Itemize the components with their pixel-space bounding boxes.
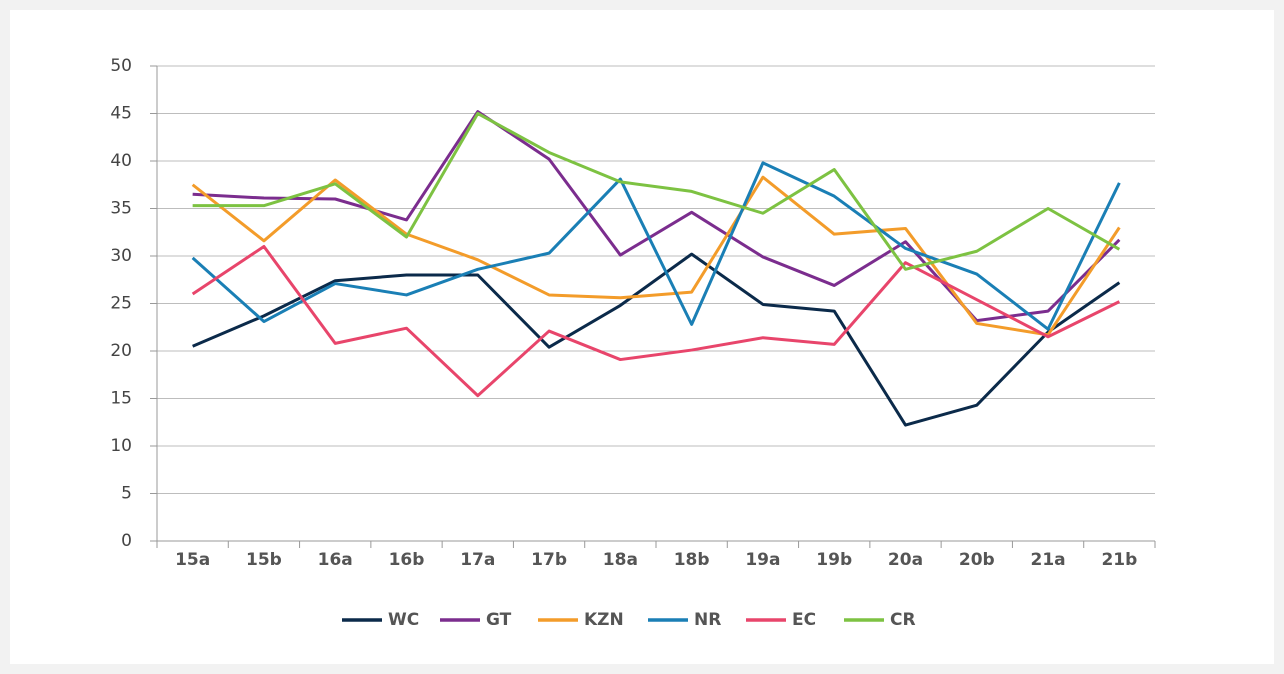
- y-tick-label: 45: [110, 104, 132, 124]
- y-tick-label: 50: [110, 56, 132, 76]
- legend-label: WC: [388, 610, 419, 630]
- x-tick-label: 17a: [460, 550, 495, 570]
- y-tick-label: 5: [121, 484, 132, 504]
- y-tick-label: 40: [110, 151, 132, 171]
- y-tick-label: 20: [110, 341, 132, 361]
- y-tick-label: 25: [110, 294, 132, 314]
- x-tick-label: 20b: [959, 550, 995, 570]
- x-tick-label: 21a: [1031, 550, 1066, 570]
- y-tick-label: 35: [110, 199, 132, 219]
- x-tick-label: 16a: [318, 550, 353, 570]
- y-tick-label: 0: [121, 531, 132, 551]
- x-tick-label: 17b: [531, 550, 567, 570]
- legend-label: CR: [890, 610, 916, 630]
- legend-label: EC: [792, 610, 816, 630]
- x-tick-label: 15b: [246, 550, 282, 570]
- x-tick-label: 18a: [603, 550, 638, 570]
- legend-label: KZN: [584, 610, 624, 630]
- y-tick-label: 30: [110, 246, 132, 266]
- legend-label: GT: [486, 610, 512, 630]
- series-line: [191, 175, 1121, 337]
- chart-panel: [10, 10, 1274, 664]
- x-tick-label: 19b: [816, 550, 852, 570]
- x-tick-label: 15a: [175, 550, 210, 570]
- legend-label: NR: [694, 610, 721, 630]
- series-line: [191, 161, 1121, 331]
- series-line: [192, 252, 1121, 427]
- y-tick-label: 10: [110, 436, 132, 456]
- x-tick-label: 19a: [745, 550, 780, 570]
- x-tick-label: 20a: [888, 550, 923, 570]
- series-line: [192, 112, 1121, 271]
- series-line: [191, 245, 1121, 398]
- y-tick-label: 15: [110, 389, 132, 409]
- x-tick-label: 18b: [674, 550, 710, 570]
- x-tick-label: 16b: [389, 550, 425, 570]
- x-tick-label: 21b: [1101, 550, 1137, 570]
